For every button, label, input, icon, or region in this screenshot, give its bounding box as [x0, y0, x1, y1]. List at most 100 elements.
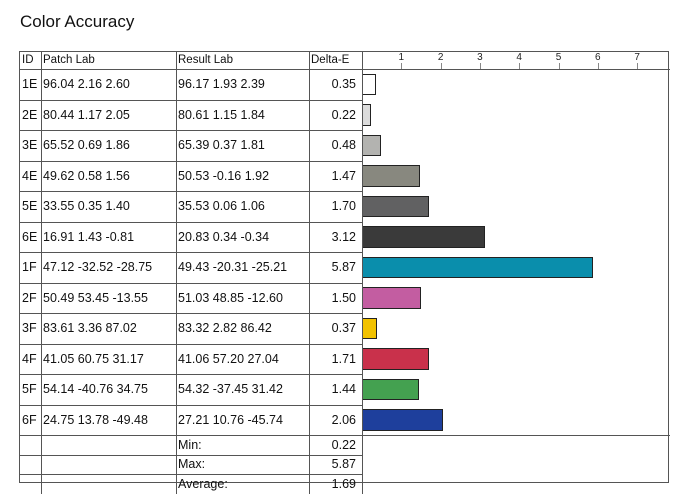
- row-id: 2E: [22, 107, 38, 122]
- summary-label: Min:: [178, 437, 202, 452]
- col-divider-delta: [362, 52, 363, 494]
- delta-e: 1.70: [331, 199, 356, 213]
- patch-lab: 33.55 0.35 1.40: [43, 199, 130, 213]
- result-lab: 83.32 2.82 86.42: [178, 321, 272, 335]
- scale-tick-2: 2: [437, 52, 444, 63]
- delta-e: 1.50: [331, 290, 356, 305]
- delta-e-bar: [362, 348, 430, 370]
- row-divider: [20, 221, 362, 223]
- scale-tick-3: 3: [477, 52, 483, 63]
- patch-lab: 49.62 0.58 1.56: [43, 168, 130, 183]
- summary-value: 1.69: [331, 476, 356, 491]
- row-id: 3E: [22, 138, 38, 152]
- result-lab: 20.83 0.34 -0.34: [178, 229, 270, 244]
- row-divider: [20, 130, 362, 131]
- col-divider-result: [309, 52, 310, 494]
- result-lab: 50.53 -0.16 1.92: [178, 168, 270, 183]
- delta-e: 0.35: [331, 77, 356, 91]
- result-lab: 96.17 1.93 2.39: [178, 77, 265, 91]
- row-id: 3F: [22, 321, 37, 335]
- scale-tick-mark: [479, 63, 481, 69]
- row-id: 4F: [22, 351, 37, 366]
- result-lab: 65.39 0.37 1.81: [178, 138, 265, 152]
- patch-lab: 65.52 0.69 1.86: [43, 138, 130, 152]
- header-id: ID: [22, 54, 34, 66]
- result-lab: 35.53 0.06 1.06: [178, 199, 265, 213]
- scale-tick-mark: [637, 63, 639, 69]
- delta-e: 0.37: [331, 321, 356, 335]
- patch-lab: 50.49 53.45 -13.55: [43, 290, 148, 305]
- delta-e-bar: [362, 256, 593, 278]
- color-accuracy-table: ID Patch Lab Result Lab Delta-E 1 2 3 4 5 6 7 1E 96.…: [19, 51, 670, 494]
- patch-lab: 96.04 2.16 2.60: [43, 77, 130, 91]
- patch-lab: 24.75 13.78 -49.48: [43, 412, 148, 427]
- delta-e-bar: [362, 165, 420, 187]
- row-divider: [20, 313, 362, 314]
- delta-e-bar: [362, 195, 429, 217]
- result-lab: 54.32 -37.45 31.42: [178, 382, 283, 396]
- row-id: 5F: [22, 382, 37, 396]
- summary-label: Max:: [178, 457, 206, 471]
- scale-tick-mark: [401, 63, 403, 69]
- row-divider: [20, 99, 362, 101]
- patch-lab: 83.61 3.36 87.02: [43, 321, 137, 335]
- result-lab: 27.21 10.76 -45.74: [178, 412, 283, 427]
- patch-lab: 41.05 60.75 31.17: [43, 351, 144, 366]
- delta-e-bar: [362, 104, 371, 126]
- scale-tick-mark: [519, 63, 521, 69]
- scale-tick-mark: [440, 63, 442, 69]
- summary-divider: [20, 474, 362, 475]
- result-lab: 80.61 1.15 1.84: [178, 107, 265, 122]
- summary-label: Average:: [178, 476, 228, 491]
- scale-tick-4: 4: [516, 52, 522, 63]
- row-id: 4E: [22, 168, 38, 183]
- scale-tick-5: 5: [555, 52, 562, 63]
- delta-e: 1.44: [331, 382, 356, 396]
- delta-e: 1.47: [331, 168, 356, 183]
- row-divider: [20, 374, 362, 375]
- delta-e: 3.12: [331, 229, 356, 244]
- delta-e-bar: [362, 409, 443, 431]
- row-id: 6F: [22, 412, 37, 427]
- delta-e: 1.71: [331, 351, 356, 366]
- col-divider-patch: [176, 52, 177, 494]
- row-id: 6E: [22, 229, 38, 244]
- scale-tick-mark: [558, 63, 560, 69]
- row-divider: [20, 191, 362, 192]
- delta-e-bar: [362, 378, 419, 400]
- scale-tick-6: 6: [595, 52, 601, 63]
- delta-e-bar: [362, 226, 485, 248]
- header-divider: [20, 69, 670, 70]
- row-id: 5E: [22, 199, 38, 213]
- scale-tick-1: 1: [398, 52, 405, 63]
- row-id: 2F: [22, 290, 37, 305]
- row-id: 1F: [22, 260, 37, 274]
- patch-lab: 16.91 1.43 -0.81: [43, 229, 135, 244]
- delta-e-bar: [362, 287, 421, 309]
- patch-lab: 54.14 -40.76 34.75: [43, 382, 148, 396]
- row-divider: [20, 252, 362, 253]
- summary-value: 0.22: [331, 437, 356, 452]
- col-divider-id: [41, 52, 42, 494]
- row-id: 1E: [22, 77, 38, 91]
- row-divider: [20, 343, 362, 345]
- patch-lab: 80.44 1.17 2.05: [43, 107, 130, 122]
- summary-value: 5.87: [331, 457, 356, 471]
- patch-lab: 47.12 -32.52 -28.75: [43, 260, 153, 274]
- row-divider: [20, 404, 362, 406]
- result-lab: 41.06 57.20 27.04: [178, 351, 279, 366]
- row-divider: [20, 160, 362, 162]
- scale-tick-mark: [597, 63, 599, 69]
- page-title: Color Accuracy: [20, 12, 135, 31]
- summary-divider: [20, 454, 362, 456]
- rows-end-divider: [20, 435, 670, 436]
- delta-e: 0.48: [331, 138, 356, 152]
- delta-e-bar: [362, 73, 376, 95]
- delta-e: 0.22: [331, 107, 356, 122]
- row-divider: [20, 282, 362, 284]
- delta-e-bar: [362, 317, 377, 339]
- header-patch: Patch Lab: [43, 54, 95, 66]
- delta-e: 5.87: [331, 260, 356, 274]
- delta-e-bar: [362, 134, 381, 156]
- scale-tick-7: 7: [634, 52, 640, 63]
